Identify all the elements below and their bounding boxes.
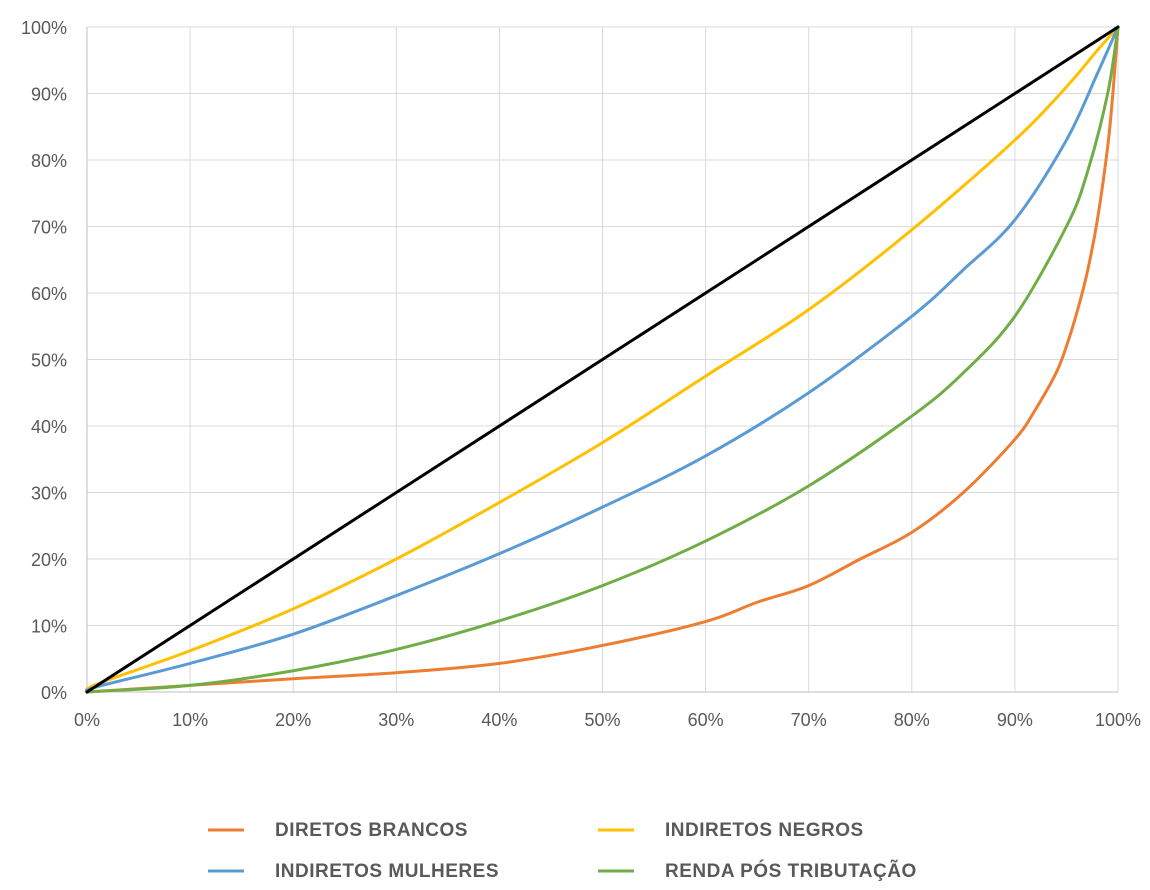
legend-label: DIRETOS BRANCOS <box>275 820 468 841</box>
y-tick-label: 10% <box>31 617 67 637</box>
equality-line <box>85 25 1120 694</box>
axis-lines <box>86 27 1118 693</box>
series-line-indiretos-negros <box>84 25 1120 694</box>
x-tick-label: 90% <box>997 710 1033 730</box>
y-tick-label: 60% <box>31 284 67 304</box>
series-lines <box>84 25 1120 694</box>
legend: DIRETOS BRANCOS INDIRETOS NEGROS INDIRETOS… <box>208 820 917 882</box>
x-tick-label: 30% <box>378 710 414 730</box>
x-tick-label: 10% <box>172 710 208 730</box>
series-line-indiretos-mulheres <box>84 25 1120 694</box>
legend-label: INDIRETOS NEGROS <box>665 820 864 841</box>
x-tick-label: 50% <box>584 710 620 730</box>
y-axis-tick-labels: 0% 10% 20% 30% 40% 50% 60% 70% 80% 90% 100% <box>21 18 67 703</box>
series-line-renda-pos-tributacao <box>85 25 1120 694</box>
grid-lines <box>87 26 1119 692</box>
x-axis-tick-labels: 0% 10% 20% 30% 40% 50% 60% 70% 80% 90% 100% <box>74 710 1141 730</box>
legend-item-indiretos-negros: INDIRETOS NEGROS <box>598 820 864 841</box>
x-tick-label: 80% <box>894 710 930 730</box>
y-tick-label: 0% <box>41 683 67 703</box>
y-tick-label: 90% <box>31 85 67 105</box>
y-tick-label: 100% <box>21 18 67 38</box>
x-tick-label: 60% <box>688 710 724 730</box>
legend-item-renda-pos-tributacao: RENDA PÓS TRIBUTAÇÃO <box>598 860 917 882</box>
legend-item-indiretos-mulheres: INDIRETOS MULHERES <box>208 861 499 882</box>
y-tick-label: 40% <box>31 417 67 437</box>
y-tick-label: 30% <box>31 484 67 504</box>
series-line-diretos-brancos <box>85 25 1120 694</box>
y-tick-label: 70% <box>31 218 67 238</box>
legend-label: INDIRETOS MULHERES <box>275 861 499 882</box>
x-tick-label: 100% <box>1095 710 1141 730</box>
x-tick-label: 40% <box>481 710 517 730</box>
y-tick-label: 20% <box>31 550 67 570</box>
legend-item-diretos-brancos: DIRETOS BRANCOS <box>208 820 468 841</box>
x-tick-label: 20% <box>275 710 311 730</box>
y-tick-label: 80% <box>31 151 67 171</box>
x-tick-label: 70% <box>791 710 827 730</box>
x-tick-label: 0% <box>74 710 100 730</box>
y-tick-label: 50% <box>31 351 67 371</box>
legend-label: RENDA PÓS TRIBUTAÇÃO <box>665 860 917 882</box>
